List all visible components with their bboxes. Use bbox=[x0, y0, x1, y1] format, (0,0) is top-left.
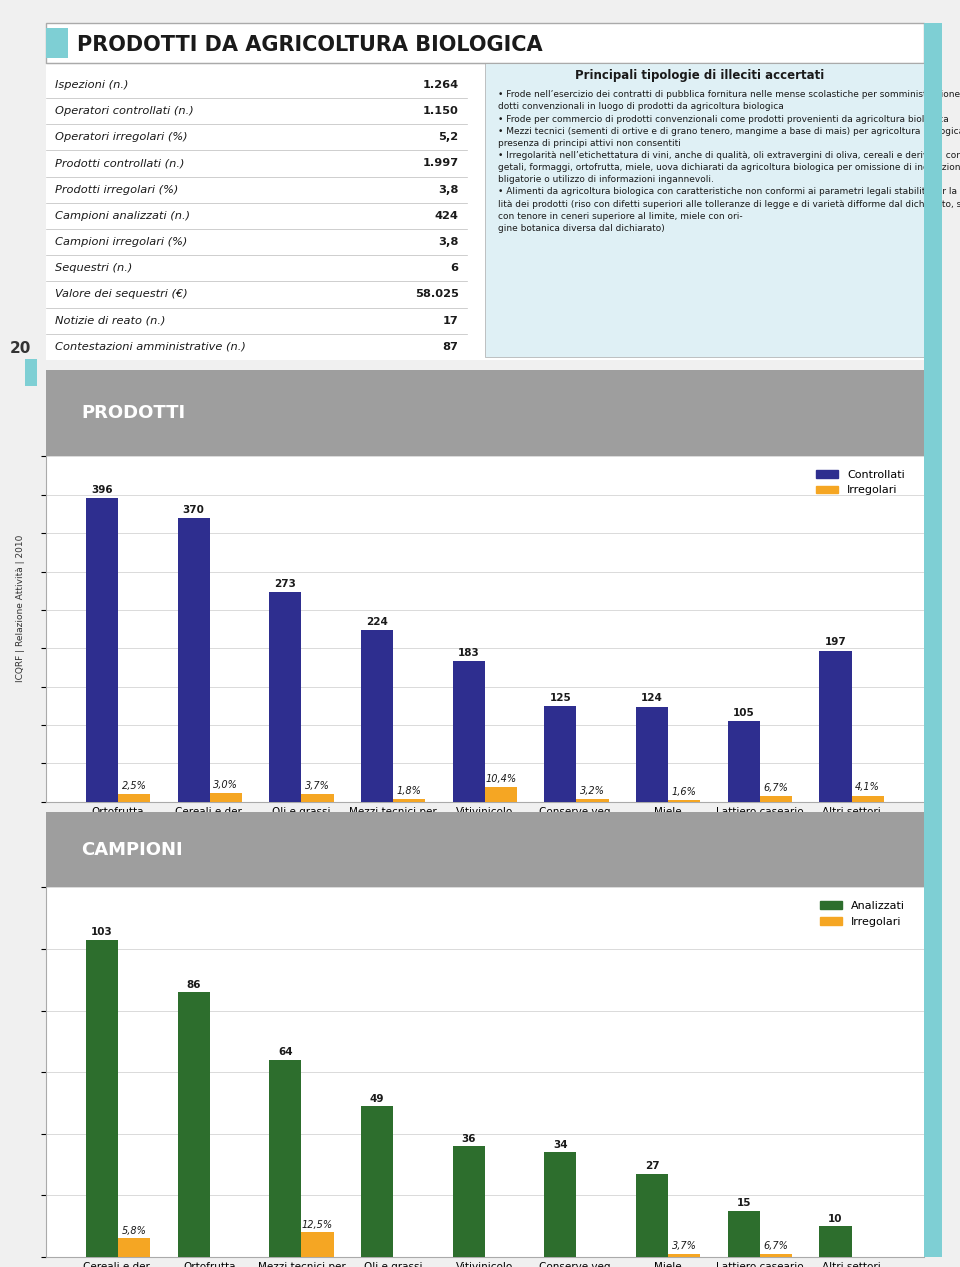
Text: 424: 424 bbox=[435, 210, 459, 220]
Text: 396: 396 bbox=[91, 485, 113, 495]
Text: 58.025: 58.025 bbox=[415, 289, 459, 299]
Text: 15: 15 bbox=[736, 1199, 751, 1209]
Bar bbox=[760, 1254, 792, 1257]
Bar bbox=[270, 592, 301, 802]
Text: 1.150: 1.150 bbox=[422, 106, 459, 117]
Bar bbox=[577, 798, 609, 802]
Text: 183: 183 bbox=[458, 649, 480, 658]
Text: 124: 124 bbox=[641, 693, 663, 703]
Text: 17: 17 bbox=[443, 315, 459, 326]
Text: 1.264: 1.264 bbox=[422, 80, 459, 90]
Text: 34: 34 bbox=[553, 1140, 567, 1149]
Text: 3,8: 3,8 bbox=[438, 185, 459, 195]
Bar bbox=[301, 794, 333, 802]
Bar bbox=[668, 801, 700, 802]
Text: 1,6%: 1,6% bbox=[672, 787, 697, 797]
Bar bbox=[361, 630, 393, 802]
Text: 2,5%: 2,5% bbox=[122, 780, 147, 791]
Text: Ispezioni (n.): Ispezioni (n.) bbox=[55, 80, 129, 90]
Text: 125: 125 bbox=[549, 693, 571, 703]
Legend: Controllati, Irregolari: Controllati, Irregolari bbox=[811, 465, 909, 500]
Text: 12,5%: 12,5% bbox=[301, 1220, 333, 1230]
Text: 5,8%: 5,8% bbox=[122, 1226, 147, 1235]
Bar bbox=[270, 1060, 301, 1257]
Text: 103: 103 bbox=[91, 927, 113, 938]
Bar bbox=[86, 498, 118, 802]
Text: Operatori controllati (n.): Operatori controllati (n.) bbox=[55, 106, 194, 117]
Bar bbox=[118, 794, 150, 802]
Text: ICQRF | Relazione Attività | 2010: ICQRF | Relazione Attività | 2010 bbox=[15, 535, 25, 682]
Text: Contestazioni amministrative (n.): Contestazioni amministrative (n.) bbox=[55, 342, 246, 352]
Bar bbox=[636, 1173, 668, 1257]
Text: 5,2: 5,2 bbox=[439, 132, 459, 142]
Bar bbox=[544, 706, 577, 802]
Bar bbox=[178, 518, 209, 802]
Bar bbox=[453, 1147, 485, 1257]
Text: Principali tipologie di illeciti accertati: Principali tipologie di illeciti accerta… bbox=[575, 68, 825, 81]
Text: Prodotti irregolari (%): Prodotti irregolari (%) bbox=[55, 185, 179, 195]
Text: 86: 86 bbox=[186, 979, 201, 990]
Y-axis label: Campioni (n.): Campioni (n.) bbox=[0, 1034, 10, 1110]
Bar bbox=[668, 1254, 700, 1257]
Bar bbox=[86, 940, 118, 1257]
Text: 4,1%: 4,1% bbox=[855, 783, 880, 792]
Text: 6,7%: 6,7% bbox=[763, 783, 788, 793]
Text: 273: 273 bbox=[275, 579, 297, 589]
Text: 10,4%: 10,4% bbox=[486, 774, 516, 784]
Bar bbox=[485, 787, 516, 802]
Bar bbox=[178, 992, 209, 1257]
Text: 197: 197 bbox=[825, 637, 847, 647]
Text: CAMPIONI: CAMPIONI bbox=[82, 840, 182, 859]
Bar bbox=[118, 1238, 150, 1257]
Text: 87: 87 bbox=[443, 342, 459, 352]
Text: Campioni analizzati (n.): Campioni analizzati (n.) bbox=[55, 210, 190, 220]
Bar bbox=[46, 28, 68, 58]
Text: 3,7%: 3,7% bbox=[672, 1242, 697, 1252]
Y-axis label: Prodotti (n.): Prodotti (n.) bbox=[0, 595, 10, 663]
Text: 3,0%: 3,0% bbox=[213, 780, 238, 791]
Bar bbox=[760, 796, 792, 802]
Text: Prodotti controllati (n.): Prodotti controllati (n.) bbox=[55, 158, 184, 169]
Text: Sequestri (n.): Sequestri (n.) bbox=[55, 264, 132, 274]
Text: 3,7%: 3,7% bbox=[305, 780, 330, 791]
Bar bbox=[728, 1211, 760, 1257]
Text: 1,8%: 1,8% bbox=[396, 786, 421, 796]
Bar bbox=[820, 650, 852, 802]
Text: 36: 36 bbox=[462, 1134, 476, 1144]
Bar bbox=[453, 661, 485, 802]
Bar bbox=[209, 793, 242, 802]
Legend: Analizzati, Irregolari: Analizzati, Irregolari bbox=[815, 897, 909, 931]
Bar bbox=[361, 1106, 393, 1257]
Text: 6,7%: 6,7% bbox=[763, 1242, 788, 1252]
Text: 105: 105 bbox=[732, 708, 755, 718]
Text: Notizie di reato (n.): Notizie di reato (n.) bbox=[55, 315, 165, 326]
Text: • Frode nell’esercizio dei contratti di pubblica fornitura nelle mense scolastic: • Frode nell’esercizio dei contratti di … bbox=[498, 90, 960, 233]
Bar bbox=[485, 63, 924, 356]
Text: 27: 27 bbox=[645, 1162, 660, 1171]
Text: PRODOTTI: PRODOTTI bbox=[82, 404, 185, 422]
Bar bbox=[46, 23, 924, 63]
Text: 49: 49 bbox=[370, 1093, 384, 1104]
Text: 64: 64 bbox=[278, 1048, 293, 1058]
Bar bbox=[544, 1152, 577, 1257]
Bar bbox=[393, 798, 425, 802]
Bar bbox=[728, 721, 760, 802]
Text: 3,2%: 3,2% bbox=[580, 786, 605, 796]
Bar bbox=[820, 1226, 852, 1257]
Text: 370: 370 bbox=[182, 504, 204, 514]
Text: Valore dei sequestri (€): Valore dei sequestri (€) bbox=[55, 289, 187, 299]
Text: 3,8: 3,8 bbox=[438, 237, 459, 247]
Text: Operatori irregolari (%): Operatori irregolari (%) bbox=[55, 132, 187, 142]
Text: 10: 10 bbox=[828, 1214, 843, 1224]
Bar bbox=[636, 707, 668, 802]
Text: 20: 20 bbox=[10, 341, 31, 356]
Text: Campioni irregolari (%): Campioni irregolari (%) bbox=[55, 237, 187, 247]
Text: 6: 6 bbox=[450, 264, 459, 274]
Text: 224: 224 bbox=[366, 617, 388, 627]
Bar bbox=[852, 796, 883, 802]
Text: 1.997: 1.997 bbox=[422, 158, 459, 169]
Text: PRODOTTI DA AGRICOLTURA BIOLOGICA: PRODOTTI DA AGRICOLTURA BIOLOGICA bbox=[77, 34, 542, 54]
Bar bbox=[301, 1233, 333, 1257]
